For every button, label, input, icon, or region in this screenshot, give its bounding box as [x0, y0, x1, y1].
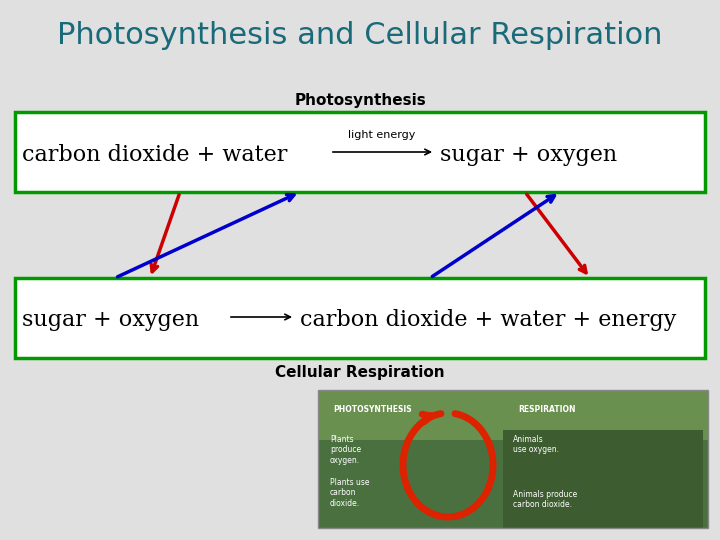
- Text: Photosynthesis and Cellular Respiration: Photosynthesis and Cellular Respiration: [58, 21, 662, 50]
- Bar: [15, 278, 705, 358]
- Text: Photosynthesis: Photosynthesis: [294, 92, 426, 107]
- Bar: [318, 390, 708, 528]
- Text: Animals
use oxygen.: Animals use oxygen.: [513, 435, 559, 454]
- Text: RESPIRATION: RESPIRATION: [518, 405, 575, 414]
- Text: Animals produce
carbon dioxide.: Animals produce carbon dioxide.: [513, 490, 577, 509]
- Text: sugar + oxygen: sugar + oxygen: [22, 309, 199, 331]
- Bar: [503, 430, 703, 528]
- Bar: [318, 390, 708, 528]
- Text: Plants
produce
oxygen.: Plants produce oxygen.: [330, 435, 361, 465]
- Bar: [15, 112, 705, 192]
- Text: light energy: light energy: [348, 130, 415, 140]
- Text: PHOTOSYNTHESIS: PHOTOSYNTHESIS: [333, 405, 412, 414]
- Text: carbon dioxide + water + energy: carbon dioxide + water + energy: [300, 309, 676, 331]
- Text: sugar + oxygen: sugar + oxygen: [440, 144, 617, 166]
- Text: carbon dioxide + water: carbon dioxide + water: [22, 144, 287, 166]
- Text: Plants use
carbon
dioxide.: Plants use carbon dioxide.: [330, 478, 369, 508]
- Text: Cellular Respiration: Cellular Respiration: [275, 364, 445, 380]
- Bar: [318, 390, 708, 440]
